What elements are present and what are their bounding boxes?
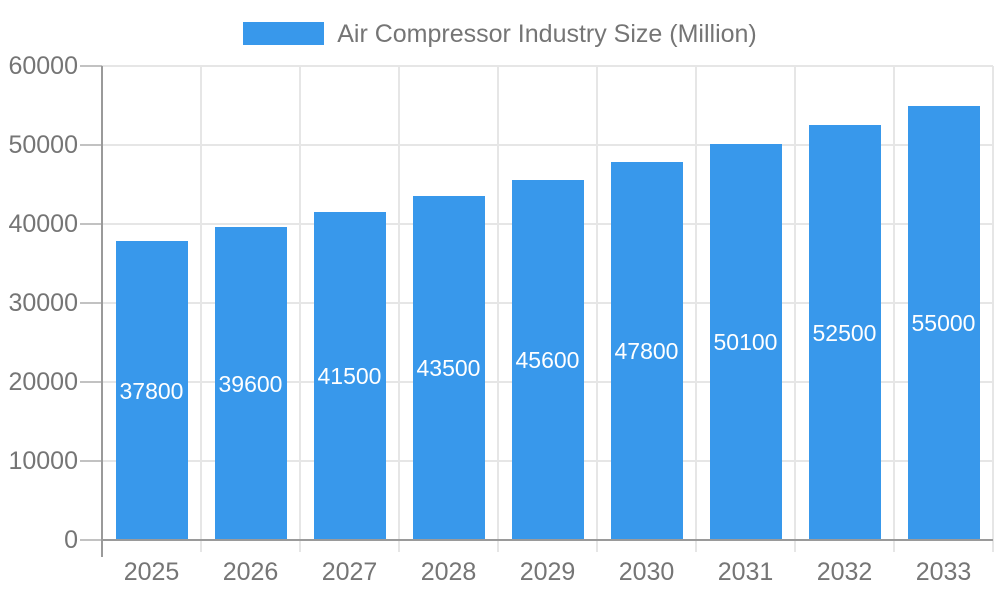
bar-value-label: 37800 <box>119 377 184 404</box>
y-axis-tick <box>80 144 102 146</box>
bar-value-label: 39600 <box>218 370 283 397</box>
bar-value-label: 43500 <box>416 355 481 382</box>
legend: Air Compressor Industry Size (Million) <box>0 20 1000 48</box>
y-axis-label: 60000 <box>8 52 78 80</box>
bar-2030 <box>610 162 683 539</box>
gridline-x-boundary <box>299 66 301 552</box>
legend-swatch <box>243 22 325 45</box>
bar-value-label: 55000 <box>911 309 976 336</box>
bar-2033 <box>907 105 980 539</box>
y-axis-line <box>101 66 103 557</box>
gridline-x-boundary <box>497 66 499 552</box>
gridline-y-60000 <box>102 65 993 67</box>
bar-2026 <box>214 227 287 539</box>
bar-value-label: 41500 <box>317 363 382 390</box>
y-axis-label: 20000 <box>8 368 78 396</box>
gridline-x-boundary <box>695 66 697 552</box>
bar-2032 <box>808 125 881 539</box>
bar-value-label: 50100 <box>713 329 778 356</box>
legend-label: Air Compressor Industry Size (Million) <box>337 19 757 48</box>
x-axis-label: 2032 <box>816 558 873 586</box>
bar-value-label: 45600 <box>515 346 580 373</box>
bar-value-label: 52500 <box>812 319 877 346</box>
x-axis-label: 2026 <box>222 558 279 586</box>
bar-2025 <box>115 241 188 539</box>
bar-2029 <box>511 179 584 539</box>
x-axis-label: 2025 <box>123 558 180 586</box>
gridline-x-boundary <box>893 66 895 552</box>
y-axis-tick <box>80 539 102 541</box>
y-axis-label: 0 <box>64 526 78 554</box>
x-axis-label: 2031 <box>717 558 774 586</box>
bar-2028 <box>412 196 485 539</box>
gridline-x-boundary <box>398 66 400 552</box>
x-axis-label: 2029 <box>519 558 576 586</box>
gridline-y-50000 <box>102 144 993 146</box>
gridline-x-boundary <box>200 66 202 552</box>
y-axis-tick <box>80 302 102 304</box>
bar-2031 <box>709 144 782 539</box>
y-axis-label: 30000 <box>8 289 78 317</box>
bar-value-label: 47800 <box>614 338 679 365</box>
x-axis-label: 2033 <box>915 558 972 586</box>
x-axis-label: 2030 <box>618 558 675 586</box>
x-axis-baseline <box>102 539 993 541</box>
y-axis-label: 50000 <box>8 131 78 159</box>
y-axis-tick <box>80 65 102 67</box>
y-axis-tick <box>80 381 102 383</box>
y-axis-tick <box>80 223 102 225</box>
gridline-x-boundary <box>596 66 598 552</box>
gridline-x-boundary <box>992 66 994 552</box>
x-axis-label: 2027 <box>321 558 378 586</box>
y-axis-label: 10000 <box>8 447 78 475</box>
y-axis-tick <box>80 460 102 462</box>
x-axis-label: 2028 <box>420 558 477 586</box>
y-axis-label: 40000 <box>8 210 78 238</box>
gridline-x-boundary <box>794 66 796 552</box>
bar-2027 <box>313 212 386 539</box>
